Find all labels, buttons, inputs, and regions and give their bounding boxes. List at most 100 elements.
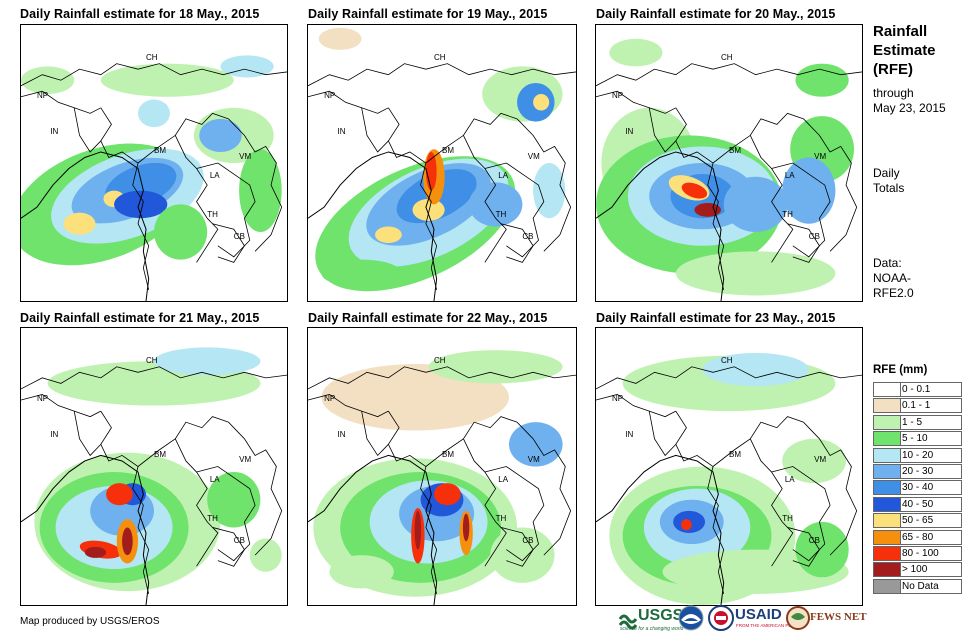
coastline xyxy=(596,455,724,605)
country-border xyxy=(713,113,803,163)
rain-area xyxy=(239,149,282,232)
legend-label: 10 - 20 xyxy=(902,449,934,461)
country-border xyxy=(308,64,576,86)
panel-title: Daily Rainfall estimate for 20 May., 201… xyxy=(596,7,836,21)
country-border xyxy=(517,119,571,251)
usgs-logo-icon xyxy=(618,614,638,630)
country-label: LA xyxy=(784,171,795,181)
rain-area xyxy=(702,352,809,387)
country-label: IN xyxy=(337,127,346,137)
panel-title: Daily Rainfall estimate for 19 May., 201… xyxy=(308,7,548,21)
rain-area xyxy=(490,527,555,583)
rain-area xyxy=(412,198,445,221)
country-border xyxy=(74,411,101,455)
country-label: BM xyxy=(442,449,454,459)
rain-area xyxy=(425,151,437,191)
country-label: NP xyxy=(324,394,336,404)
country-label: IN xyxy=(50,127,59,137)
legend-label: No Data xyxy=(902,580,939,592)
country-label: VM xyxy=(527,455,540,465)
country-border xyxy=(788,224,820,263)
map-canvas xyxy=(596,352,862,605)
country-label: CH xyxy=(721,355,733,365)
legend-swatch xyxy=(874,563,901,577)
country-label: LA xyxy=(498,474,509,484)
country-label: NP xyxy=(611,394,624,404)
rain-area xyxy=(100,63,234,97)
rain-area xyxy=(138,99,170,128)
legend-item: 20 - 30 xyxy=(873,464,962,479)
legend-label: 80 - 100 xyxy=(902,548,939,559)
legend-item: No Data xyxy=(873,578,962,594)
rain-area xyxy=(782,157,836,224)
rain-area xyxy=(114,190,168,219)
country-border xyxy=(803,422,856,555)
rain-area xyxy=(21,66,75,94)
legend-swatch xyxy=(874,415,901,429)
country-label: CH xyxy=(433,52,446,62)
legend-label: 0 - 0.1 xyxy=(902,384,931,395)
fewsnet-text: FEWS NET xyxy=(810,611,867,623)
country-border xyxy=(803,119,856,251)
legend-item: 40 - 50 xyxy=(873,496,962,512)
country-label: TH xyxy=(782,513,793,523)
legend-swatch xyxy=(874,530,901,544)
country-border xyxy=(485,163,544,257)
country-border xyxy=(21,394,101,416)
rainfall-map: CH NP IN BM LA VM TH CB xyxy=(595,327,863,606)
legend-swatch xyxy=(874,579,901,593)
map-canvas xyxy=(308,350,576,605)
legend-label: 5 - 10 xyxy=(902,433,928,445)
coastline xyxy=(308,455,437,605)
legend-item: 1 - 5 xyxy=(873,414,962,430)
rfe-title: Rainfall Estimate (RFE) xyxy=(873,23,936,78)
fewsnet-globe-icon xyxy=(786,606,810,630)
fewsnet-logo: FEWS NET xyxy=(786,605,867,633)
legend-item: 50 - 65 xyxy=(873,513,962,529)
legend-label: 30 - 40 xyxy=(902,482,934,494)
panel-title: Daily Rainfall estimate for 22 May., 201… xyxy=(308,311,548,325)
country-border xyxy=(649,411,676,455)
country-label: LA xyxy=(784,474,795,484)
rain-area xyxy=(106,483,133,506)
legend-item: 0.1 - 1 xyxy=(873,398,962,414)
legend-swatch xyxy=(874,448,901,462)
rainfall-map: CH NP IN BM LA VM TH CB xyxy=(307,327,577,606)
country-border xyxy=(21,367,287,389)
map-canvas xyxy=(308,27,576,301)
rain-area xyxy=(795,63,849,97)
country-label: BM xyxy=(442,146,454,156)
country-border xyxy=(74,108,101,152)
country-label: CB xyxy=(808,232,820,241)
rain-area xyxy=(681,519,692,531)
country-label: NP xyxy=(611,91,624,101)
rain-area xyxy=(154,204,208,260)
country-border xyxy=(772,163,831,257)
country-label: VM xyxy=(239,455,252,465)
rain-area xyxy=(428,350,563,384)
legend-swatch xyxy=(874,514,901,528)
legend-label: 20 - 30 xyxy=(902,466,934,477)
country-label: IN xyxy=(337,430,346,440)
country-label: BM xyxy=(729,449,741,459)
rain-area xyxy=(468,182,523,227)
country-label: CB xyxy=(233,232,245,241)
rain-area xyxy=(533,94,550,111)
rain-area xyxy=(782,438,847,484)
country-border xyxy=(228,422,281,555)
country-border xyxy=(596,64,862,86)
country-label: TH xyxy=(495,513,507,523)
country-border xyxy=(676,411,724,572)
legend-label: 50 - 65 xyxy=(902,515,934,527)
country-border xyxy=(308,367,576,389)
usaid-seal-icon xyxy=(708,605,734,631)
country-border xyxy=(463,439,506,566)
legend-label: 0.1 - 1 xyxy=(902,400,931,412)
country-label: CH xyxy=(146,355,158,365)
country-label: BM xyxy=(154,146,166,156)
country-border xyxy=(501,224,533,263)
country-label: TH xyxy=(495,209,507,219)
map-canvas xyxy=(21,55,287,301)
country-border xyxy=(197,467,256,561)
through-date: through May 23, 2015 xyxy=(873,86,946,115)
